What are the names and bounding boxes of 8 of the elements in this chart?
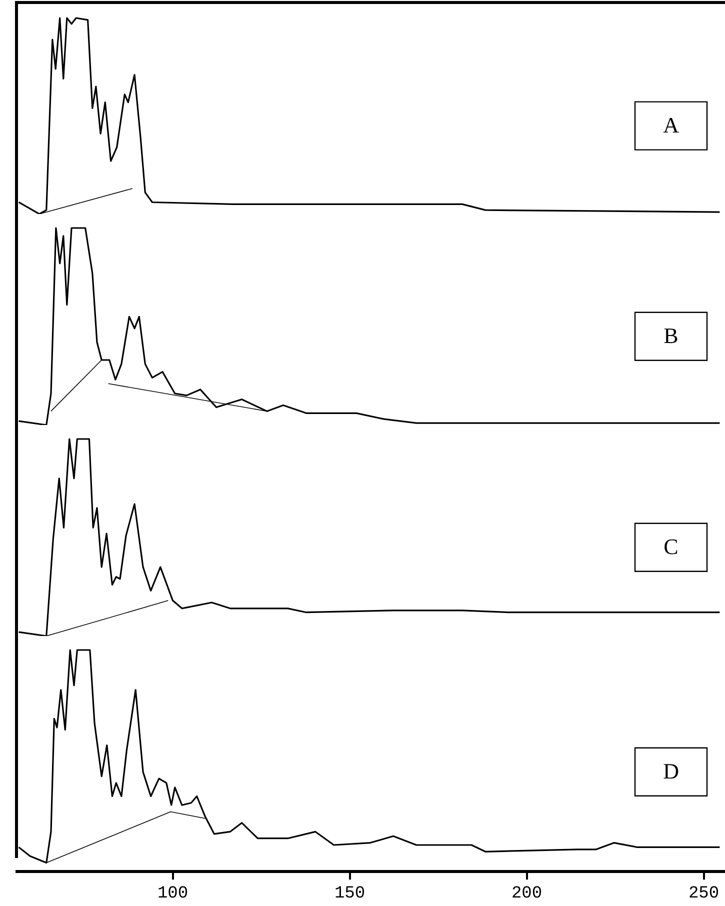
x-tick-label: 100 xyxy=(157,884,188,904)
x-tick-label: 150 xyxy=(334,884,366,904)
text: D xyxy=(663,758,679,784)
text: B xyxy=(664,323,678,348)
text: A xyxy=(663,112,680,138)
x-tick-label: 200 xyxy=(511,884,542,904)
text: C xyxy=(664,534,678,560)
x-tick-label: 250 xyxy=(688,884,720,904)
